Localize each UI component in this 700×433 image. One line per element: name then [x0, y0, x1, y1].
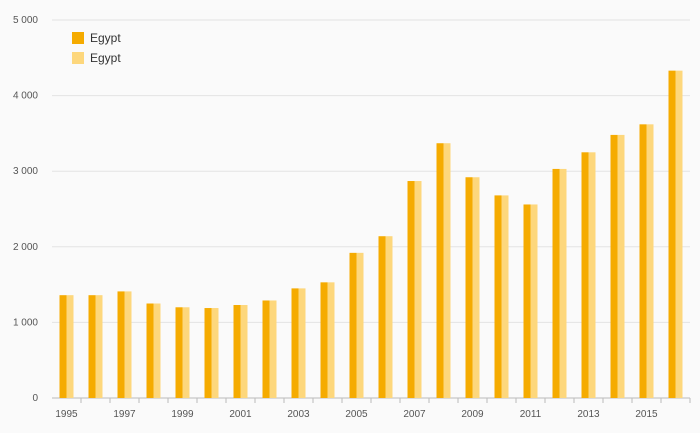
bar-2005-series-1[interactable]	[349, 252, 357, 398]
bar-2007-series-1[interactable]	[407, 181, 415, 398]
bar-2000-series-2[interactable]	[211, 308, 219, 398]
legend-swatch-series-2	[72, 52, 84, 64]
ytick-label: 3 000	[13, 166, 38, 177]
bar-2010-series-1[interactable]	[494, 195, 502, 398]
xtick-label: 1995	[55, 409, 78, 420]
bar-2006-series-2[interactable]	[385, 236, 393, 398]
xtick-label: 1999	[171, 409, 194, 420]
xtick-label: 2013	[577, 409, 600, 420]
bar-2013-series-1[interactable]	[581, 152, 589, 398]
legend-label-series-1: Egypt	[90, 31, 121, 45]
ytick-label: 4 000	[13, 91, 38, 102]
bar-2004-series-2[interactable]	[327, 282, 335, 398]
bar-2008-series-2[interactable]	[443, 143, 451, 398]
bar-2007-series-2[interactable]	[414, 181, 422, 398]
ytick-label: 2 000	[13, 242, 38, 253]
bar-1996-series-2[interactable]	[95, 295, 103, 398]
bar-1998-series-2[interactable]	[153, 303, 161, 399]
legend: Egypt Egypt	[72, 28, 121, 68]
bar-2003-series-1[interactable]	[291, 288, 299, 398]
bar-2009-series-1[interactable]	[465, 177, 473, 398]
bar-1998-series-1[interactable]	[146, 303, 154, 399]
xtick-label: 2001	[229, 409, 252, 420]
bar-1995-series-1[interactable]	[59, 295, 67, 398]
bar-2002-series-1[interactable]	[262, 300, 270, 398]
ytick-label: 5 000	[13, 15, 38, 26]
bar-2004-series-1[interactable]	[320, 282, 328, 398]
bar-2014-series-2[interactable]	[617, 134, 625, 399]
legend-swatch-series-1	[72, 32, 84, 44]
legend-item-series-2[interactable]: Egypt	[72, 48, 121, 68]
bars	[59, 70, 683, 399]
bar-2002-series-2[interactable]	[269, 300, 277, 398]
bar-2000-series-1[interactable]	[204, 308, 212, 398]
bar-2014-series-1[interactable]	[610, 134, 618, 399]
bar-2009-series-2[interactable]	[472, 177, 480, 398]
bar-2001-series-1[interactable]	[233, 305, 241, 398]
bar-1999-series-1[interactable]	[175, 307, 183, 398]
xtick-label: 2003	[287, 409, 310, 420]
ytick-label: 0	[32, 393, 38, 404]
ytick-label: 1 000	[13, 317, 38, 328]
xtick-label: 1997	[113, 409, 136, 420]
bar-2008-series-1[interactable]	[436, 143, 444, 398]
bar-2001-series-2[interactable]	[240, 305, 248, 398]
bar-1995-series-2[interactable]	[66, 295, 74, 398]
bar-2003-series-2[interactable]	[298, 288, 306, 398]
bar-2015-series-2[interactable]	[646, 124, 654, 398]
xtick-label: 2011	[520, 409, 542, 420]
bar-1997-series-1[interactable]	[117, 291, 125, 398]
bar-2005-series-2[interactable]	[356, 252, 364, 398]
bar-1999-series-2[interactable]	[182, 307, 190, 398]
bar-1997-series-2[interactable]	[124, 291, 132, 398]
bar-1996-series-1[interactable]	[88, 295, 96, 398]
bar-2011-series-1[interactable]	[523, 204, 531, 398]
bar-2013-series-2[interactable]	[588, 152, 596, 398]
bar-2016-series-1[interactable]	[668, 70, 676, 398]
axes: 0 1 000 2 000 3 000 4 000 5 000 1995 1997 1999 20…	[13, 15, 691, 420]
xtick-label: 2009	[461, 409, 484, 420]
bar-2015-series-1[interactable]	[639, 124, 647, 398]
legend-label-series-2: Egypt	[90, 51, 121, 65]
bar-2006-series-1[interactable]	[378, 236, 386, 398]
bar-2016-series-2[interactable]	[675, 70, 683, 398]
xtick-label: 2007	[403, 409, 426, 420]
xtick-label: 2005	[345, 409, 368, 420]
bar-2010-series-2[interactable]	[501, 195, 509, 398]
bar-2012-series-1[interactable]	[552, 168, 560, 398]
xtick-label: 2015	[635, 409, 658, 420]
bar-2011-series-2[interactable]	[530, 204, 538, 398]
legend-item-series-1[interactable]: Egypt	[72, 28, 121, 48]
bar-2012-series-2[interactable]	[559, 168, 567, 398]
